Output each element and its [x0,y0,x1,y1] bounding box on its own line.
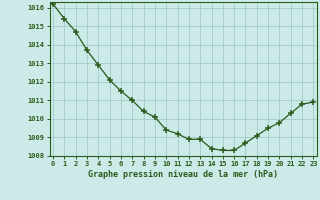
X-axis label: Graphe pression niveau de la mer (hPa): Graphe pression niveau de la mer (hPa) [88,170,278,179]
